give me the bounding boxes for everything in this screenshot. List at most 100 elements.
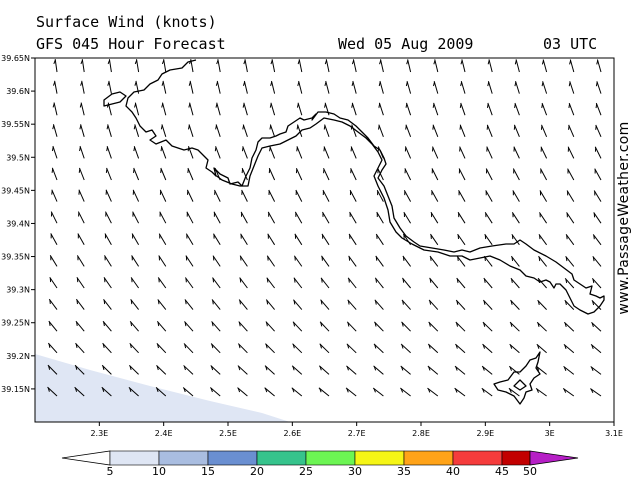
- wind-barb: [592, 234, 602, 246]
- wind-barb: [47, 342, 58, 354]
- wind-barb: [541, 81, 548, 94]
- wind-barb: [564, 277, 575, 289]
- wind-barb: [52, 102, 58, 116]
- wind-barb: [243, 59, 248, 73]
- wind-barb: [47, 386, 58, 397]
- wind-barb: [536, 365, 547, 375]
- wind-barb: [539, 212, 548, 224]
- wind-barb: [238, 321, 248, 332]
- lon-tick-label: 2.8E: [412, 429, 430, 438]
- wind-barb: [536, 343, 547, 354]
- wind-barb: [48, 298, 58, 310]
- wind-barb: [457, 211, 466, 224]
- lat-tick-label: 39.6N: [6, 87, 30, 96]
- wind-barb: [77, 211, 85, 224]
- wind-barb: [404, 146, 412, 159]
- wind-barb: [487, 81, 493, 94]
- wind-barb: [293, 299, 303, 310]
- wind-barb: [186, 189, 194, 202]
- wind-barb: [188, 80, 194, 94]
- wind-barb: [160, 146, 167, 159]
- scale-cell-10: [529, 450, 579, 466]
- wind-barb: [296, 124, 303, 137]
- wind-barb: [266, 255, 276, 267]
- wind-barb: [563, 321, 575, 332]
- wind-barb: [322, 189, 330, 202]
- wind-barb: [129, 342, 139, 354]
- lon-tick-label: 2.5E: [219, 429, 237, 438]
- scale-label: 30: [348, 465, 362, 478]
- wind-barb: [591, 299, 602, 310]
- wind-zone-5-10: [35, 354, 290, 422]
- wind-barb: [511, 212, 520, 224]
- wind-barb: [594, 168, 602, 181]
- wind-barb: [320, 277, 330, 289]
- wind-barb: [267, 211, 276, 224]
- wind-barb: [237, 365, 248, 375]
- wind-barb: [241, 146, 248, 159]
- wind-barb: [404, 168, 412, 181]
- wind-barb: [241, 167, 248, 181]
- wind-barb: [512, 168, 520, 181]
- wind-barb: [593, 190, 602, 202]
- wind-barb: [406, 59, 412, 73]
- scale-label: 5: [107, 465, 114, 478]
- wind-barb: [270, 59, 276, 73]
- wind-barb: [403, 211, 412, 224]
- wind-barb: [240, 233, 248, 246]
- wind-barb: [75, 342, 85, 354]
- wind-barb: [128, 386, 139, 397]
- wind-barb: [130, 299, 139, 310]
- wind-barb: [375, 233, 384, 246]
- wind-barb: [538, 255, 547, 267]
- wind-barb: [487, 59, 493, 73]
- wind-barb: [156, 343, 167, 354]
- wind-barb: [75, 320, 85, 332]
- wind-barb: [486, 102, 493, 116]
- wind-barb: [321, 255, 330, 267]
- wind-barb: [320, 299, 330, 310]
- wind-barb: [77, 233, 85, 246]
- wind-barb: [374, 321, 384, 332]
- wind-barb: [400, 343, 411, 354]
- wind-barb: [541, 102, 548, 116]
- wind-barb: [157, 299, 167, 310]
- wind-barb: [482, 321, 493, 332]
- wind-barb: [540, 168, 548, 181]
- wind-barb: [508, 387, 520, 397]
- scale-cell-8: [452, 450, 503, 466]
- wind-speed-scale: 5 10 15 20 25 30 35 40 45 50: [61, 450, 579, 478]
- wind-barb: [184, 321, 194, 332]
- wind-barb: [510, 299, 520, 310]
- wind-barb: [213, 233, 221, 246]
- wind-barb: [241, 189, 248, 202]
- wind-barb: [185, 255, 194, 267]
- scale-label: 45: [495, 465, 509, 478]
- wind-barb: [431, 190, 439, 202]
- wind-barb: [239, 277, 248, 289]
- lat-tick-label: 39.5N: [6, 153, 30, 162]
- wind-barb: [372, 387, 384, 397]
- wind-barb: [429, 277, 439, 289]
- wind-barb: [373, 365, 384, 375]
- wind-barb: [455, 343, 466, 354]
- wind-barb: [484, 211, 493, 224]
- wind-barb: [102, 342, 112, 354]
- wind-barb: [568, 124, 575, 137]
- wind-barb: [379, 59, 384, 73]
- wind-barb: [264, 365, 275, 375]
- lat-tick-label: 39.4N: [6, 219, 30, 228]
- wind-barb: [242, 124, 248, 137]
- wind-barb: [567, 146, 575, 159]
- wind-barb: [79, 102, 85, 116]
- wind-barb: [269, 102, 276, 116]
- wind-barb: [595, 124, 602, 138]
- wind-barb: [486, 146, 493, 159]
- forecast-date: Wed 05 Aug 2009: [338, 35, 474, 53]
- wind-barb: [568, 81, 575, 94]
- wind-barb: [183, 365, 194, 375]
- wind-barb: [345, 387, 357, 397]
- wind-barb: [211, 321, 221, 332]
- wind-barb: [265, 299, 275, 310]
- wind-barb: [265, 321, 275, 332]
